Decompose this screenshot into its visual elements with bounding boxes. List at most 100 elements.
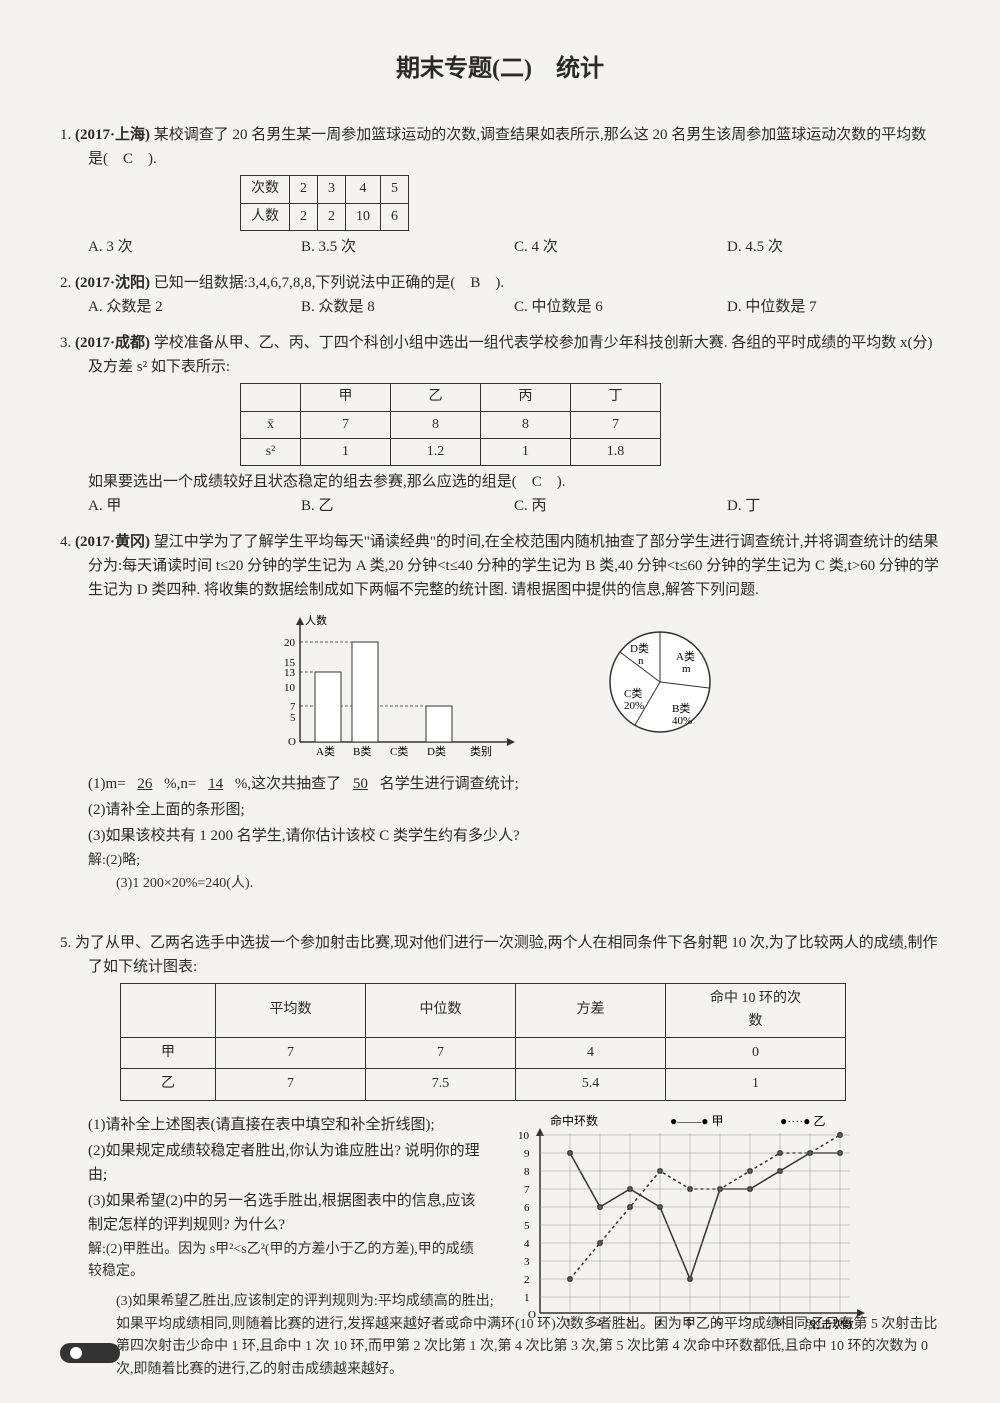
q1-opt-c: C. 4 次 bbox=[514, 235, 727, 259]
q3-table: 甲 乙 丙 丁 x̄ 7 8 8 7 s² 1 1.2 1 1.8 bbox=[240, 383, 661, 466]
svg-text:类别: 类别 bbox=[470, 744, 492, 758]
q3-text: 学校准备从甲、乙、丙、丁四个科创小组中选出一组代表学校参加青少年科技创新大赛. … bbox=[88, 335, 933, 375]
cell: 甲 bbox=[301, 384, 391, 411]
cell: 乙 bbox=[121, 1069, 216, 1100]
q1-num: 1. bbox=[60, 127, 71, 143]
question-2: 2. (2017·沈阳) 已知一组数据:3,4,6,7,8,8,下列说法中正确的… bbox=[60, 271, 940, 319]
svg-text:20%: 20% bbox=[624, 700, 644, 712]
cell: 1.2 bbox=[391, 438, 481, 465]
q5-table: 平均数 中位数 方差 命中 10 环的次数 甲 7 7 4 0 乙 7 7.5 … bbox=[120, 983, 846, 1101]
question-1: 1. (2017·上海) 某校调查了 20 名男生某一周参加篮球运动的次数,调查… bbox=[60, 123, 940, 259]
q5-sub3: (3)如果希望(2)中的另一名选手胜出,根据图表中的信息,应该制定怎样的评判规则… bbox=[60, 1189, 480, 1237]
q5-num: 5. bbox=[60, 935, 71, 951]
cell: 7 bbox=[366, 1037, 516, 1068]
svg-text:1: 1 bbox=[524, 1292, 530, 1304]
cell: 4 bbox=[516, 1037, 666, 1068]
cell: 甲 bbox=[121, 1037, 216, 1068]
q3-text2: 如果要选出一个成绩较好且状态稳定的组去参赛,那么应选的组是( C ). bbox=[60, 470, 940, 494]
cell: 7.5 bbox=[366, 1069, 516, 1100]
page-title: 期末专题(二) 统计 bbox=[60, 50, 940, 88]
q5-line-chart: 命中环数 ●——● 甲 ●····● 乙 O 123 456 789 10 12… bbox=[500, 1113, 880, 1333]
svg-text:射击次数: 射击次数 bbox=[810, 1317, 854, 1331]
cell: 2 bbox=[290, 176, 318, 203]
svg-text:4: 4 bbox=[524, 1238, 530, 1250]
q4-sub1-n: 14 bbox=[200, 776, 231, 792]
q4-num: 4. bbox=[60, 534, 71, 550]
cell: 命中 10 环的次数 bbox=[666, 984, 846, 1038]
q1-opt-d: D. 4.5 次 bbox=[727, 235, 940, 259]
q1-text: 某校调查了 20 名男生某一周参加篮球运动的次数,调查结果如表所示,那么这 20… bbox=[88, 127, 926, 167]
q2-opt-a: A. 众数是 2 bbox=[88, 295, 301, 319]
q4-ans3: (3)1 200×20%=240(人). bbox=[60, 873, 940, 895]
cell: 平均数 bbox=[216, 984, 366, 1038]
cell: 7 bbox=[216, 1069, 366, 1100]
cell: 8 bbox=[391, 411, 481, 438]
q4-sub1-post: 名学生进行调查统计; bbox=[380, 776, 519, 792]
cell: 7 bbox=[216, 1037, 366, 1068]
cell: 4 bbox=[346, 176, 381, 203]
q4-sub3: (3)如果该校共有 1 200 名学生,请你估计该校 C 类学生约有多少人? bbox=[60, 824, 940, 848]
svg-text:1: 1 bbox=[566, 1317, 572, 1329]
cell: 丙 bbox=[481, 384, 571, 411]
cell: 次数 bbox=[241, 176, 290, 203]
q4-sub1-m: 26 bbox=[129, 776, 160, 792]
cell: 1 bbox=[666, 1069, 846, 1100]
cell: 丁 bbox=[571, 384, 661, 411]
svg-text:5: 5 bbox=[290, 712, 296, 724]
q5-text: 为了从甲、乙两名选手中选拔一个参加射击比赛,现对他们进行一次测验,两个人在相同条… bbox=[75, 935, 938, 975]
q1-table: 次数 2 3 4 5 人数 2 2 10 6 bbox=[240, 175, 409, 231]
cell: x̄ bbox=[241, 411, 301, 438]
svg-text:人数: 人数 bbox=[305, 614, 327, 627]
q4-ans2: 解:(2)略; bbox=[60, 850, 940, 872]
q2-text: 已知一组数据:3,4,6,7,8,8,下列说法中正确的是( B ). bbox=[154, 275, 504, 291]
q4-pie-chart: A类 m B类 40% C类 20% D类 n bbox=[590, 612, 730, 752]
svg-text:13: 13 bbox=[284, 667, 296, 679]
svg-text:C类: C类 bbox=[390, 744, 408, 758]
svg-text:8: 8 bbox=[776, 1317, 782, 1329]
cell: 1 bbox=[481, 438, 571, 465]
cell: 中位数 bbox=[366, 984, 516, 1038]
q3-opt-d: D. 丁 bbox=[727, 494, 940, 518]
cell: 7 bbox=[301, 411, 391, 438]
svg-text:6: 6 bbox=[716, 1317, 722, 1329]
cell: 2 bbox=[318, 203, 346, 230]
svg-text:A类: A类 bbox=[676, 649, 695, 663]
q3-opt-b: B. 乙 bbox=[301, 494, 514, 518]
svg-text:5: 5 bbox=[686, 1317, 692, 1329]
q4-sub1-pre: (1)m= bbox=[88, 776, 126, 792]
q3-opt-a: A. 甲 bbox=[88, 494, 301, 518]
q4-text: 望江中学为了了解学生平均每天"诵读经典"的时间,在全校范围内随机抽查了部分学生进… bbox=[88, 534, 939, 598]
q3-num: 3. bbox=[60, 335, 71, 351]
q3-opt-c: C. 丙 bbox=[514, 494, 727, 518]
svg-text:3: 3 bbox=[524, 1256, 530, 1268]
cell: s² bbox=[241, 438, 301, 465]
q2-opt-b: B. 众数是 8 bbox=[301, 295, 514, 319]
q1-opt-a: A. 3 次 bbox=[88, 235, 301, 259]
cell: 3 bbox=[318, 176, 346, 203]
q1-tag: (2017·上海) bbox=[75, 127, 150, 143]
cell: 人数 bbox=[241, 203, 290, 230]
q5-sub1: (1)请补全上述图表(请直接在表中填空和补全折线图); bbox=[60, 1113, 480, 1137]
svg-text:7: 7 bbox=[746, 1317, 752, 1329]
cell: 1.8 bbox=[571, 438, 661, 465]
svg-text:C类: C类 bbox=[624, 686, 642, 700]
cell: 1 bbox=[301, 438, 391, 465]
svg-text:8: 8 bbox=[524, 1166, 530, 1178]
svg-text:●····● 乙: ●····● 乙 bbox=[780, 1114, 825, 1128]
question-5: 5. 为了从甲、乙两名选手中选拔一个参加射击比赛,现对他们进行一次测验,两个人在… bbox=[60, 931, 940, 1381]
cell: 乙 bbox=[391, 384, 481, 411]
q2-opt-d: D. 中位数是 7 bbox=[727, 295, 940, 319]
cell bbox=[241, 384, 301, 411]
svg-text:m: m bbox=[682, 663, 691, 675]
question-3: 3. (2017·成都) 学校准备从甲、乙、丙、丁四个科创小组中选出一组代表学校… bbox=[60, 331, 940, 518]
svg-text:D类: D类 bbox=[427, 744, 446, 758]
svg-text:●——● 甲: ●——● 甲 bbox=[670, 1114, 724, 1128]
q5-sub2: (2)如果规定成绩较稳定者胜出,你认为谁应胜出? 说明你的理由; bbox=[60, 1139, 480, 1187]
q1-opt-b: B. 3.5 次 bbox=[301, 235, 514, 259]
svg-text:A类: A类 bbox=[316, 744, 335, 758]
svg-text:9: 9 bbox=[524, 1148, 530, 1160]
svg-text:2: 2 bbox=[524, 1274, 530, 1286]
svg-text:命中环数: 命中环数 bbox=[550, 1113, 598, 1128]
q4-sub1-mid2: %,这次共抽查了 bbox=[235, 776, 341, 792]
q4-sub1-total: 50 bbox=[345, 776, 376, 792]
